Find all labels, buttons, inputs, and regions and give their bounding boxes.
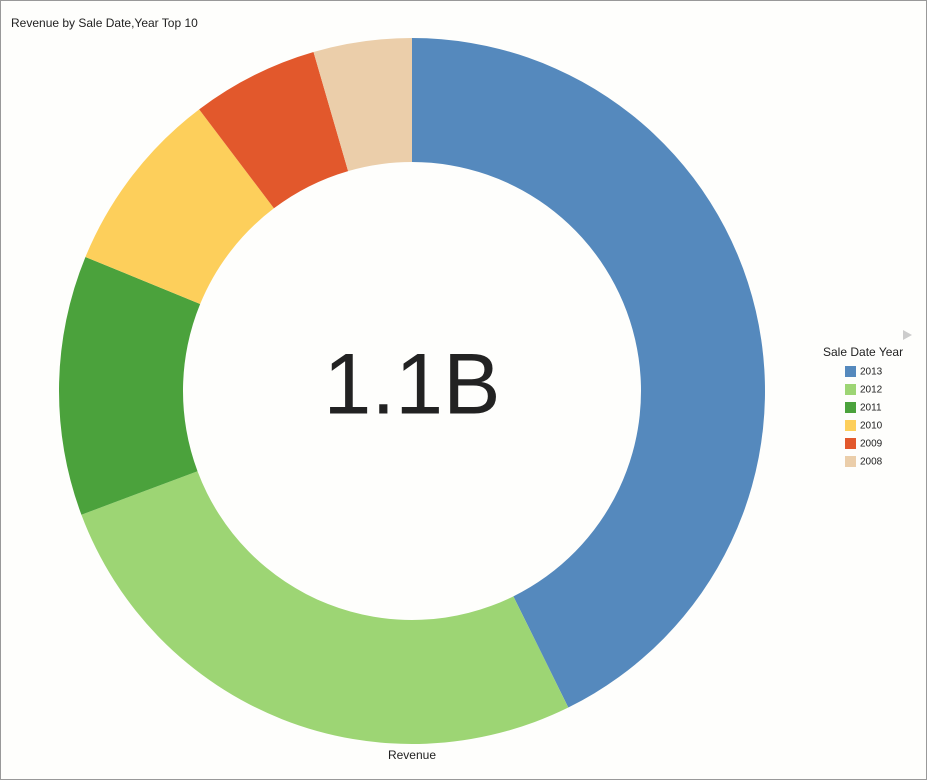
donut-slice [85,109,274,305]
chart-title: Revenue by Sale Date,Year Top 10 [11,16,198,30]
legend-label: 2008 [860,457,883,468]
legend-label: 2011 [860,403,882,414]
legend-swatch [845,402,856,413]
legend-swatch [845,438,856,449]
measure-label: Revenue [388,748,436,762]
legend-label: 2009 [860,439,883,450]
legend-title: Sale Date Year [823,345,903,359]
donut-slice [199,52,349,209]
legend-scroll-arrow[interactable] [903,330,912,340]
donut-slice [412,38,765,708]
donut-slice [58,256,201,515]
donut-slice [81,471,569,744]
legend-label: 2013 [860,367,883,378]
legend-swatch [845,420,856,431]
legend-label: 2010 [860,421,883,432]
donut-slice [313,38,412,172]
legend-label: 2012 [860,385,883,396]
legend-swatch [845,384,856,395]
legend-swatch [845,366,856,377]
center-total: 1.1B [324,337,501,433]
legend-swatch [845,456,856,467]
